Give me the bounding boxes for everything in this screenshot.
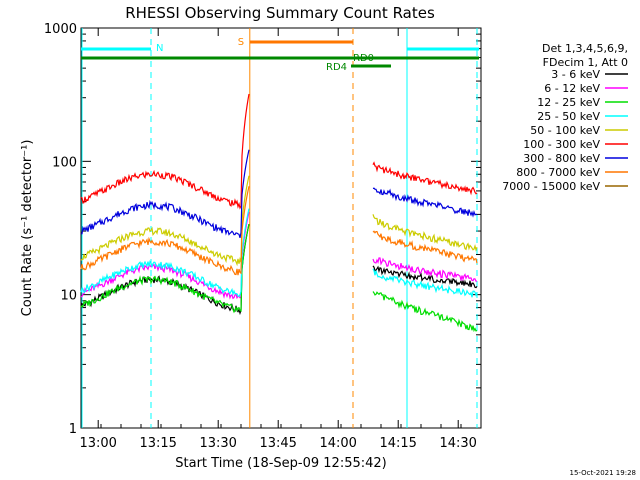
legend-label: 25 - 50 keV (537, 110, 600, 123)
legend-label: 7000 - 15000 keV (502, 180, 600, 193)
series-line (80, 93, 250, 210)
annotation-s: S (238, 37, 244, 48)
series-line (372, 187, 478, 218)
legend-header: FDecim 1, Att 0 (543, 56, 628, 69)
legend-label: 50 - 100 keV (530, 124, 600, 137)
series-line (372, 265, 478, 289)
series-line (372, 291, 478, 333)
annotation-n: N (156, 43, 163, 54)
x-tick-label: 13:15 (139, 436, 176, 451)
x-tick-label: 14:30 (439, 436, 476, 451)
series-line (372, 268, 478, 298)
series-line (372, 214, 478, 252)
series-line (80, 175, 250, 267)
annotation-rd4: RD4 (326, 62, 347, 73)
x-tick-label: 14:15 (379, 436, 416, 451)
axis-ticks: 13:00 13:15 13:30 13:45 14:00 14:15 14:30 1 10 10… (44, 22, 482, 451)
timestamp-label: 15-Oct-2021 19:28 (570, 469, 636, 477)
x-tick-label: 13:45 (259, 436, 296, 451)
legend-label: 12 - 25 keV (537, 96, 600, 109)
legend-label: 3 - 6 keV (551, 68, 600, 81)
series-line (80, 186, 250, 276)
y-tick-label: 100 (52, 155, 77, 170)
y-tick-label: 1 (69, 422, 77, 437)
series-line (372, 230, 478, 264)
x-axis-label: Start Time (18-Sep-09 12:55:42) (175, 456, 386, 471)
legend-label: 100 - 300 keV (523, 138, 600, 151)
series-line (372, 161, 478, 196)
y-tick-label: 10 (60, 289, 77, 304)
y-axis-label: Count Rate (s⁻¹ detector⁻¹) (20, 140, 35, 317)
legend: Det 1,3,4,5,6,9,FDecim 1, Att 03 - 6 keV… (502, 42, 628, 193)
series-line (372, 257, 477, 282)
y-tick-label: 1000 (44, 22, 77, 37)
plot-frame (80, 27, 482, 429)
x-tick-label: 13:00 (79, 436, 116, 451)
series-line (80, 223, 250, 314)
series-line (80, 149, 250, 239)
chart-title: RHESSI Observing Summary Count Rates (125, 4, 435, 22)
series-line (80, 208, 250, 298)
annotation-rd0: RD0 (353, 53, 374, 64)
x-tick-label: 13:30 (199, 436, 236, 451)
legend-label: 300 - 800 keV (523, 152, 600, 165)
x-tick-label: 14:00 (319, 436, 356, 451)
legend-header: Det 1,3,4,5,6,9, (542, 42, 628, 55)
plot-area: N S RD0 RD4 (80, 28, 479, 428)
legend-label: 6 - 12 keV (544, 82, 600, 95)
legend-label: 800 - 7000 keV (516, 166, 600, 179)
